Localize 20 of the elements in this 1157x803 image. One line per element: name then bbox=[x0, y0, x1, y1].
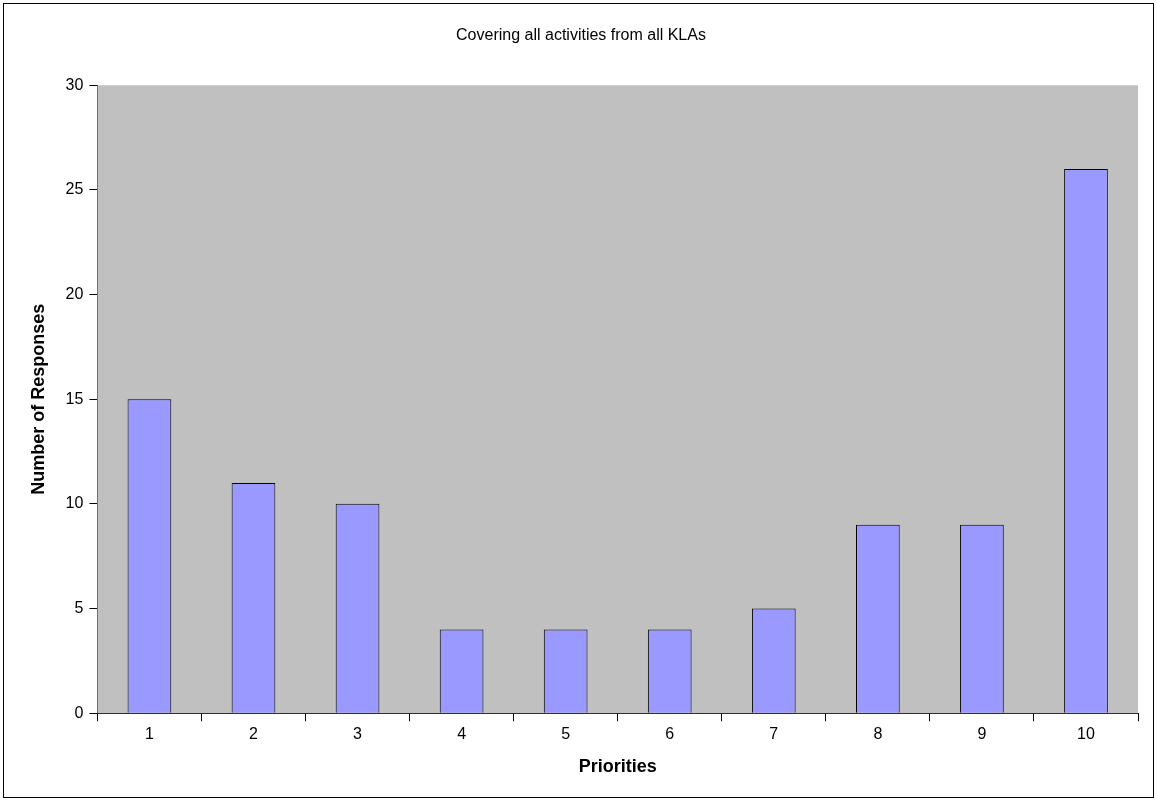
y-tick-label: 15 bbox=[65, 389, 84, 407]
x-tick-label: 5 bbox=[561, 725, 571, 743]
y-tick-label: 5 bbox=[74, 598, 84, 616]
x-tick-label: 2 bbox=[249, 725, 259, 743]
chart-title: Covering all activities from all KLAs bbox=[456, 26, 706, 44]
x-axis-title: Priorities bbox=[578, 756, 657, 777]
x-tick-label: 7 bbox=[769, 725, 779, 743]
x-tick-label: 9 bbox=[977, 725, 987, 743]
y-tick-label: 30 bbox=[65, 75, 84, 93]
x-tick-label: 1 bbox=[144, 725, 154, 743]
x-tick-label: 8 bbox=[873, 725, 883, 743]
y-tick-label: 0 bbox=[74, 703, 84, 721]
y-tick-label: 10 bbox=[65, 494, 84, 512]
y-tick-label: 20 bbox=[65, 284, 84, 302]
x-tick-label: 3 bbox=[353, 725, 363, 743]
y-tick-label: 25 bbox=[65, 180, 84, 198]
y-axis-title: Number of Responses bbox=[27, 303, 48, 495]
x-tick-label: 10 bbox=[1077, 725, 1095, 743]
x-tick-label: 4 bbox=[457, 725, 467, 743]
x-tick-label: 6 bbox=[665, 725, 675, 743]
